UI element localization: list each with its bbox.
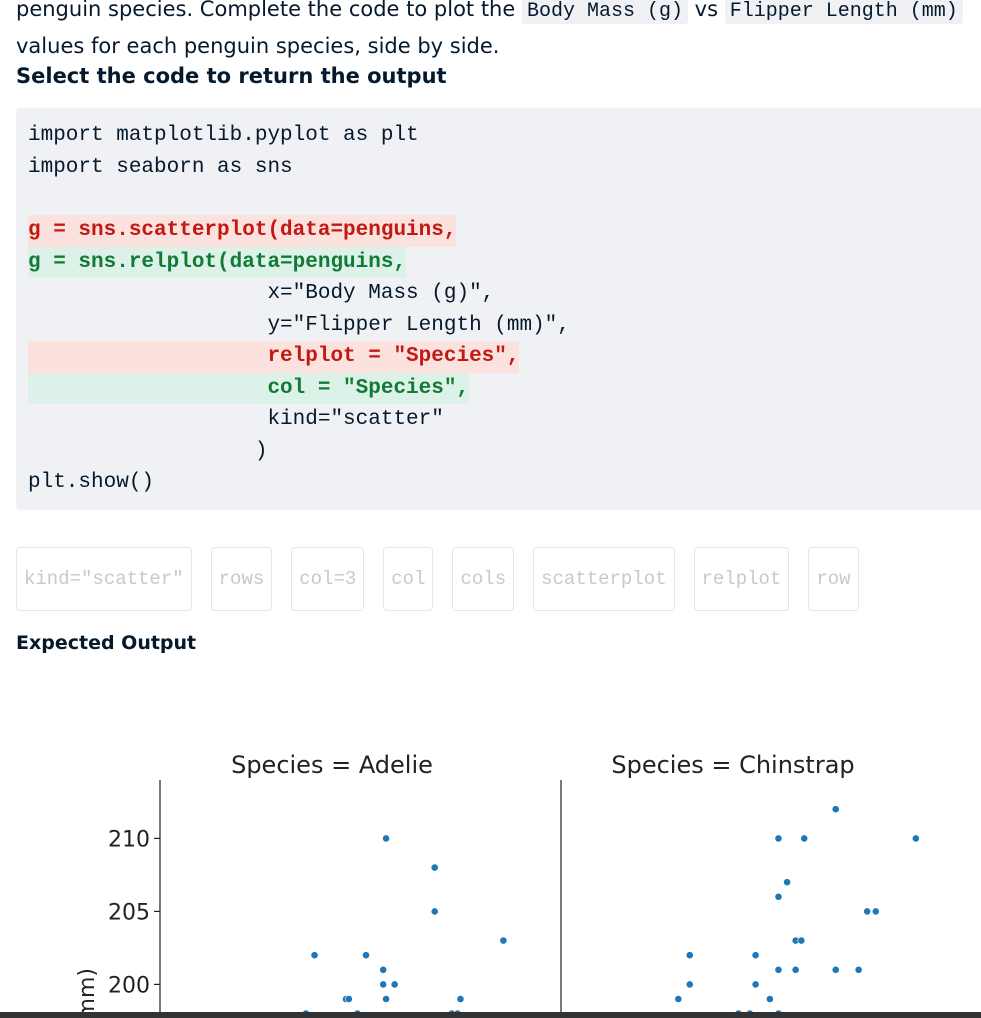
point bbox=[344, 995, 353, 1003]
scrollbar-edge bbox=[0, 1012, 981, 1018]
point bbox=[310, 951, 319, 960]
code-line: y="Flipper Length (mm)", bbox=[28, 313, 570, 337]
point bbox=[685, 980, 694, 989]
point bbox=[353, 1009, 362, 1012]
y-tick-label: 210 bbox=[108, 827, 150, 852]
point bbox=[430, 863, 439, 872]
code-line: ) bbox=[28, 439, 268, 463]
option-chip[interactable]: kind="scatter" bbox=[16, 547, 192, 611]
point bbox=[362, 951, 370, 960]
point bbox=[831, 965, 840, 974]
question: Select the code to return the output bbox=[16, 64, 447, 88]
code-line: kind="scatter" bbox=[28, 408, 444, 431]
option-chip[interactable]: relplot bbox=[693, 547, 790, 611]
point bbox=[379, 965, 388, 974]
chart: 200 205 210 Flipper Length (mm) Species = Ad… bbox=[75, 751, 920, 1012]
point bbox=[783, 878, 791, 887]
point bbox=[774, 892, 783, 901]
option-chip[interactable]: scatterplot bbox=[533, 547, 675, 611]
code-line: relplot = "Species", bbox=[28, 341, 520, 373]
point bbox=[746, 1009, 754, 1012]
code-line: plt.show() bbox=[28, 471, 155, 494]
code-block: g = sns.scatterplot(data=penguins, g = sn… bbox=[28, 215, 570, 499]
point bbox=[674, 995, 683, 1003]
point bbox=[774, 1009, 783, 1012]
point bbox=[302, 1009, 310, 1012]
point bbox=[685, 951, 694, 960]
section-heading: Expected Output bbox=[16, 632, 197, 654]
point bbox=[911, 834, 920, 843]
point bbox=[831, 805, 840, 814]
y-tick-label: 200 bbox=[108, 973, 150, 998]
code-line: import matplotlib.pyplot as plt bbox=[28, 124, 419, 147]
text: penguin species. Complete the code to pl… bbox=[16, 0, 522, 21]
point bbox=[863, 907, 872, 916]
option-chip[interactable]: col=3 bbox=[291, 547, 365, 611]
code-line: col = "Species", bbox=[28, 372, 470, 404]
option-chip[interactable]: rows bbox=[210, 547, 273, 611]
point bbox=[379, 980, 388, 989]
panel-title: Species = Chinstrap bbox=[611, 751, 854, 779]
point bbox=[854, 965, 863, 974]
y-tick-label: 205 bbox=[108, 900, 150, 925]
point bbox=[499, 936, 508, 945]
code-line: g = sns.scatterplot(data=penguins, bbox=[28, 215, 457, 247]
inline-code: Flipper Length (mm) bbox=[724, 0, 963, 24]
code-editor: import matplotlib.pyplot as plt import se… bbox=[16, 108, 981, 510]
code-line: x="Body Mass (g)", bbox=[28, 282, 495, 305]
point bbox=[791, 965, 800, 974]
point bbox=[797, 936, 806, 945]
point bbox=[454, 1009, 462, 1012]
point bbox=[765, 995, 774, 1003]
point bbox=[774, 834, 783, 843]
point bbox=[448, 1009, 456, 1012]
code-line: g = sns.relplot(data=penguins, bbox=[28, 246, 407, 278]
point bbox=[800, 834, 809, 843]
text: values for each penguin species, side by… bbox=[16, 34, 500, 58]
point bbox=[382, 995, 390, 1003]
instructions: penguin species. Complete the code to pl… bbox=[16, 0, 981, 64]
option-chip[interactable]: col bbox=[383, 547, 434, 611]
point bbox=[456, 995, 465, 1003]
option-chip[interactable]: cols bbox=[452, 547, 515, 611]
point bbox=[774, 965, 783, 974]
point bbox=[751, 980, 760, 989]
y-axis-label: Flipper Length (mm) bbox=[75, 968, 100, 1012]
inline-code: Body Mass (g) bbox=[521, 0, 688, 24]
option-list: kind="scatter" rows col=3 col cols scatterplo… bbox=[16, 547, 859, 611]
point bbox=[430, 907, 439, 916]
panel-title: Species = Adelie bbox=[231, 751, 433, 779]
code-block: import matplotlib.pyplot as plt import se… bbox=[28, 120, 419, 183]
point bbox=[871, 907, 880, 916]
point bbox=[382, 834, 390, 843]
code-line: import seaborn as sns bbox=[28, 155, 293, 179]
point bbox=[751, 951, 760, 960]
point bbox=[734, 1009, 742, 1012]
option-chip[interactable]: row bbox=[808, 547, 859, 611]
text: vs bbox=[688, 0, 725, 21]
point bbox=[390, 980, 399, 989]
